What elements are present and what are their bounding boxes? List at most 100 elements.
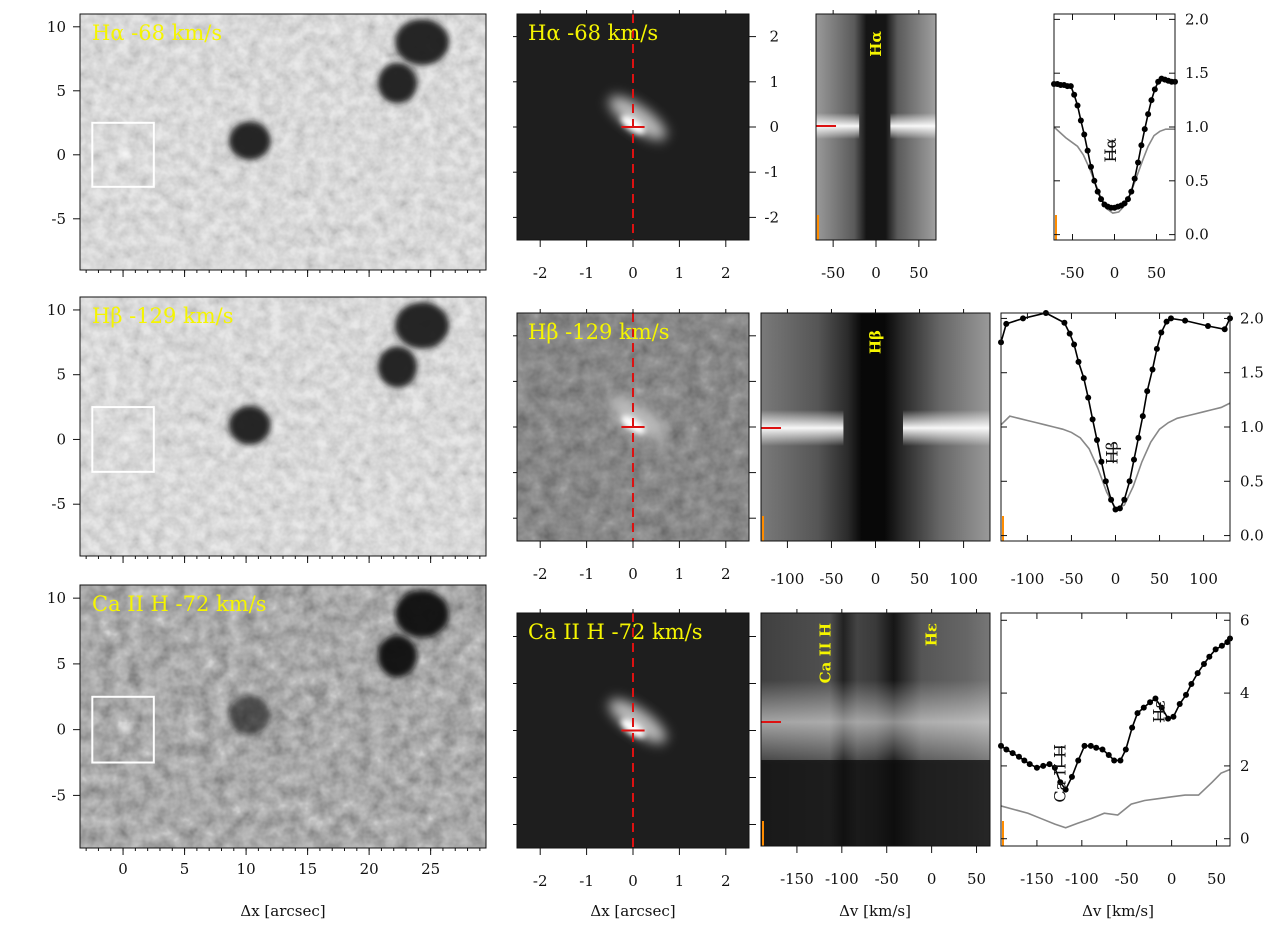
line-label: Hβ — [1102, 441, 1121, 464]
y-tick-label: 5 — [56, 82, 66, 100]
panel-profile-1: 0.0 0.5 1.0 1.5 2.0 -50 0 50 Hα — [1051, 10, 1209, 282]
profile-point — [1153, 345, 1160, 352]
profile-point — [1068, 773, 1075, 780]
profile-point — [1131, 175, 1138, 182]
profile-point — [1176, 701, 1183, 708]
brightening-halo — [608, 396, 667, 440]
profile-point — [1144, 388, 1151, 395]
profile-point — [1003, 746, 1010, 753]
profile-point — [1098, 196, 1105, 203]
profile-point — [1194, 670, 1201, 677]
x-tick-label: 50 — [1150, 570, 1169, 588]
line-label: Hα — [1101, 138, 1120, 163]
profile-point — [1122, 746, 1129, 753]
profile-point — [1066, 330, 1073, 337]
profile-point — [1075, 358, 1082, 365]
y-tick-label: 10 — [47, 18, 66, 36]
x-tick-label: 0 — [871, 264, 881, 282]
x-tick-label: 0 — [1110, 264, 1120, 282]
y-tick-label: 2 — [769, 28, 779, 46]
profile-point — [1206, 653, 1213, 660]
x-tick-label: 0 — [118, 860, 128, 878]
panel-profile-2: 0.0 0.5 1.0 1.5 2.0 -100 -50 0 50 100 Hβ — [998, 309, 1264, 588]
x-tick-label: 2 — [721, 565, 731, 583]
profile-point — [1116, 505, 1123, 512]
plot-background — [1001, 313, 1230, 541]
profile-point — [1130, 456, 1137, 463]
panel-full-image-3: -5 0 5 10 0 5 10 15 20 25 Ca II H -72 km/s — [47, 584, 487, 878]
panel-title: Hα -68 km/s — [528, 21, 658, 45]
x-axis-label-dx-2: Δx [arcsec] — [590, 902, 675, 920]
x-tick-label: 1 — [675, 565, 685, 583]
x-tick-label: -50 — [821, 264, 845, 282]
profile-point — [1218, 642, 1225, 649]
profile-point — [1129, 724, 1136, 731]
x-tick-label: -1 — [579, 264, 594, 282]
profile-point — [1221, 326, 1228, 333]
x-tick-label: 15 — [298, 860, 317, 878]
profile-point — [1149, 366, 1156, 373]
zoom-box — [91, 406, 155, 473]
y-tick-label: 1.5 — [1240, 364, 1264, 382]
y-tick-label: -2 — [764, 208, 779, 226]
x-tick-label: 50 — [1207, 870, 1226, 888]
x-tick-label: 20 — [360, 860, 379, 878]
x-tick-label: 50 — [967, 870, 986, 888]
profile-point — [1135, 434, 1142, 441]
y-tick-label: 0 — [1240, 830, 1250, 848]
x-tick-label: -50 — [819, 570, 843, 588]
x-tick-label: 0 — [927, 870, 937, 888]
panel-title: Hα -68 km/s — [92, 21, 222, 45]
y-tick-label: -5 — [51, 495, 66, 513]
profile-point — [1026, 761, 1033, 768]
y-tick-label: 1 — [769, 73, 779, 91]
y-tick-label: -5 — [51, 786, 66, 804]
line-label-hepsilon: Hε — [1149, 700, 1168, 722]
brightening-halo — [608, 699, 667, 743]
profile-point — [1165, 715, 1172, 722]
x-tick-label: -50 — [1059, 570, 1083, 588]
y-tick-label: 0 — [769, 118, 779, 136]
y-tick-label: 0.5 — [1240, 472, 1264, 490]
line-label-caiih: Ca II H — [817, 623, 835, 683]
profile-point — [1091, 177, 1098, 184]
panel-profile-3: 0 2 4 6 -150 -100 -50 0 50 Ca II H Hε — [998, 611, 1250, 888]
x-axis-label-dv-1: Δv [km/s] — [839, 902, 911, 920]
brightening-halo — [608, 96, 667, 140]
x-axis-label-dv-2: Δv [km/s] — [1082, 902, 1154, 920]
profile-point — [1151, 86, 1158, 93]
sunspot — [394, 302, 450, 349]
reference-profile-line — [1000, 768, 1231, 829]
profile-point — [1126, 478, 1133, 485]
y-tick-label: 10 — [47, 589, 66, 607]
profile-point — [1061, 319, 1068, 326]
profile-point — [1145, 111, 1152, 118]
x-tick-label: -1 — [579, 565, 594, 583]
x-axis-label-dx-1: Δx [arcsec] — [240, 902, 325, 920]
profile-point — [1057, 779, 1064, 786]
x-tick-label: -2 — [533, 872, 548, 890]
profile-point — [1089, 416, 1096, 423]
x-tick-label: 0 — [628, 264, 638, 282]
profile-point — [1074, 102, 1081, 109]
profile-point — [1094, 188, 1101, 195]
x-tick-label: -100 — [771, 570, 805, 588]
brightening-core — [621, 718, 645, 738]
y-tick-label: -5 — [51, 210, 66, 228]
sunspot — [228, 121, 271, 160]
panel-title: Hβ -129 km/s — [92, 304, 233, 328]
profile-point — [1021, 757, 1028, 764]
dark-lower — [761, 760, 990, 846]
profile-point — [1163, 318, 1170, 325]
panel-spectrogram-3: -150 -100 -50 0 50 Ca II H Hε — [760, 609, 991, 888]
x-tick-label: 0 — [871, 570, 881, 588]
x-tick-label: -50 — [875, 870, 899, 888]
emission-band — [761, 680, 990, 764]
profile-point — [1148, 97, 1155, 104]
profile-point — [1015, 753, 1022, 760]
panel-title: Ca II H -72 km/s — [528, 620, 703, 644]
profile-point — [1167, 315, 1174, 322]
panel-full-image-1: -5 0 5 10 Hα -68 km/s — [47, 13, 487, 277]
